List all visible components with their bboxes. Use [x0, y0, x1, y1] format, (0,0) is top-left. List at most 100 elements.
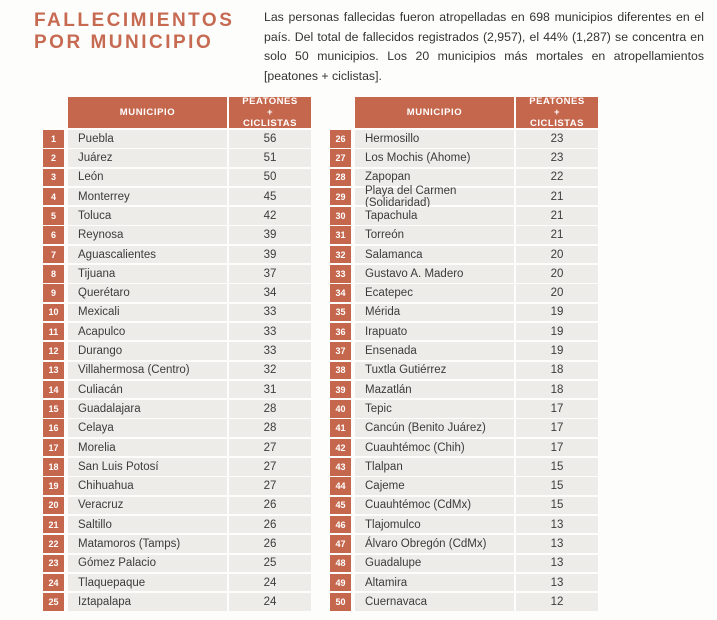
- municipio-column-header: MUNICIPIO: [406, 107, 463, 118]
- row-cells: Altamira 13: [355, 573, 598, 592]
- count-value: 20: [514, 265, 598, 283]
- count-value: 26: [227, 496, 311, 515]
- ranking-table-26-50: MUNICIPIO PEATONES + CICLISTAS 26 Hermosill…: [330, 96, 598, 612]
- rank-badge: 49: [330, 573, 351, 592]
- count-value: 27: [227, 477, 311, 495]
- rank-badge: 10: [43, 303, 64, 322]
- rank-badge: 14: [43, 380, 64, 399]
- count-value: 34: [227, 284, 311, 302]
- table-header: MUNICIPIO PEATONES + CICLISTAS: [355, 96, 598, 129]
- count-value: 27: [227, 458, 311, 476]
- municipality-name: Saltillo: [78, 518, 112, 531]
- municipality-name: Durango: [78, 345, 123, 358]
- municipality-name: Celaya: [78, 422, 114, 435]
- table-row: 11 Acapulco 33: [43, 322, 311, 341]
- municipality-name: León: [78, 171, 104, 184]
- rank-badge: 11: [43, 322, 64, 341]
- municipality-name: Cuauhtémoc (CdMx): [365, 499, 472, 512]
- count-value: 32: [227, 361, 311, 380]
- rank-badge: 47: [330, 535, 351, 553]
- municipality-name: Reynosa: [78, 229, 124, 242]
- table-row: 20 Veracruz 26: [43, 496, 311, 515]
- row-cells: Ecatepec 20: [355, 284, 598, 302]
- count-value: 13: [514, 515, 598, 534]
- rank-badge: 45: [330, 496, 351, 515]
- table-row: 21 Saltillo 26: [43, 515, 311, 534]
- row-cells: Guadalupe 13: [355, 554, 598, 573]
- row-cells: Villahermosa (Centro) 32: [68, 361, 311, 380]
- rank-badge: 15: [43, 400, 64, 418]
- page-title-line2: POR MUNICIPIO: [34, 32, 214, 53]
- table-row: 10 Mexicali 33: [43, 303, 311, 322]
- municipality-name: Cuernavaca: [365, 595, 428, 608]
- rank-badge: 19: [43, 477, 64, 495]
- count-value: 42: [227, 207, 311, 225]
- table-row: 4 Monterrey 45: [43, 187, 311, 206]
- count-value: 37: [227, 265, 311, 283]
- municipality-name: Guadalajara: [78, 402, 141, 415]
- count-value: 13: [514, 573, 598, 592]
- count-value: 45: [227, 187, 311, 206]
- table-row: 15 Guadalajara 28: [43, 400, 311, 418]
- municipality-name: Cuauhtémoc (Chih): [365, 441, 465, 454]
- municipality-name: Iztapalapa: [78, 595, 132, 608]
- rank-badge: 17: [43, 438, 64, 457]
- municipality-name: Gómez Palacio: [78, 557, 156, 570]
- count-value: 33: [227, 322, 311, 341]
- table-row: 29 Playa del Carmen (Solidaridad) 21: [330, 185, 598, 209]
- municipality-name: Mérida: [365, 306, 401, 319]
- count-value: 19: [514, 342, 598, 360]
- row-cells: Playa del Carmen (Solidaridad) 21: [355, 185, 598, 209]
- municipality-name: Querétaro: [78, 287, 130, 300]
- count-value: 20: [514, 284, 598, 302]
- municipality-name: Mazatlán: [365, 383, 412, 396]
- rank-badge: 25: [43, 593, 64, 611]
- municipality-name: Veracruz: [78, 499, 124, 512]
- row-cells: Cancún (Benito Juárez) 17: [355, 419, 598, 437]
- count-value: 21: [514, 207, 598, 225]
- row-cells: Monterrey 45: [68, 187, 311, 206]
- count-value: 25: [227, 554, 311, 573]
- count-column-header: PEATONES + CICLISTAS: [227, 96, 311, 129]
- table-row: 33 Gustavo A. Madero 20: [330, 265, 598, 283]
- page-title: FALLECIMIENTOS POR MUNICIPIO: [34, 10, 234, 54]
- rank-badge: 21: [43, 515, 64, 534]
- table-row: 28 Zapopan 22: [330, 168, 598, 187]
- rank-badge: 44: [330, 477, 351, 495]
- municipality-name: Altamira: [365, 576, 408, 589]
- municipality-name: Ecatepec: [365, 287, 413, 300]
- table-row: 36 Irapuato 19: [330, 322, 598, 341]
- rank-badge: 35: [330, 303, 351, 322]
- table-row: 3 León 50: [43, 168, 311, 187]
- table-row: 38 Tuxtla Gutiérrez 18: [330, 361, 598, 380]
- count-value: 22: [514, 168, 598, 187]
- rank-badge: 43: [330, 458, 351, 476]
- municipality-name: Guadalupe: [365, 557, 422, 570]
- count-value: 19: [514, 322, 598, 341]
- count-value: 28: [227, 419, 311, 437]
- table-row: 30 Tapachula 21: [330, 207, 598, 225]
- count-value: 23: [514, 149, 598, 167]
- count-value: 51: [227, 149, 311, 167]
- count-value: 13: [514, 554, 598, 573]
- row-cells: Tuxtla Gutiérrez 18: [355, 361, 598, 380]
- rank-badge: 40: [330, 400, 351, 418]
- count-value: 26: [227, 515, 311, 534]
- page-title-line1: FALLECIMIENTOS: [34, 10, 235, 31]
- row-cells: Mazatlán 18: [355, 380, 598, 399]
- row-cells: Saltillo 26: [68, 515, 311, 534]
- rank-badge: 5: [43, 207, 64, 225]
- table-row: 32 Salamanca 20: [330, 245, 598, 264]
- table-row: 39 Mazatlán 18: [330, 380, 598, 399]
- municipality-name: Tlajomulco: [365, 518, 421, 531]
- table-row: 1 Puebla 56: [43, 130, 311, 148]
- municipality-name: Gustavo A. Madero: [365, 267, 464, 280]
- rank-badge: 50: [330, 593, 351, 611]
- count-value: 12: [514, 593, 598, 611]
- count-value: 21: [514, 187, 598, 206]
- table-row: 50 Cuernavaca 12: [330, 593, 598, 611]
- row-cells: Durango 33: [68, 342, 311, 360]
- table-row: 34 Ecatepec 20: [330, 284, 598, 302]
- table-row: 40 Tepic 17: [330, 400, 598, 418]
- municipality-name: Villahermosa (Centro): [78, 364, 190, 377]
